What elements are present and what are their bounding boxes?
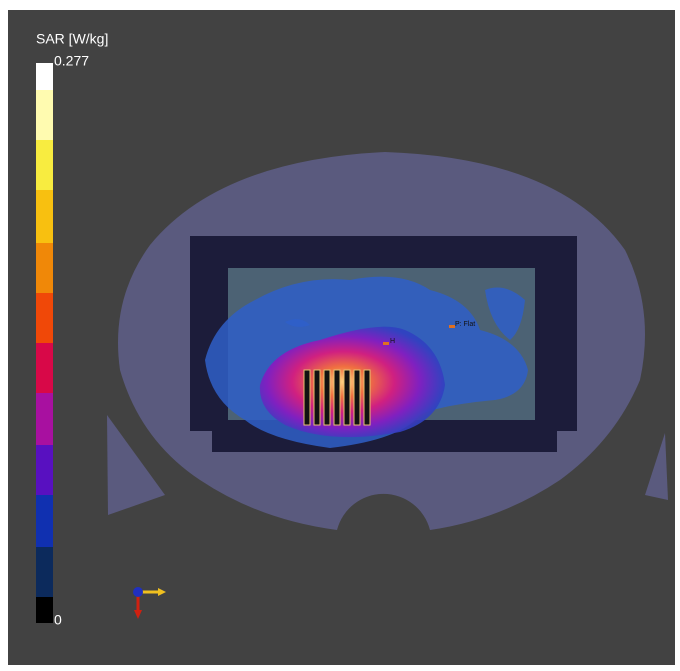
colorbar — [36, 63, 53, 623]
annotation: H — [390, 338, 395, 345]
sar-field — [205, 276, 528, 448]
annotation: P: Flat — [455, 321, 475, 328]
colorbar-max-label: 0.277 — [54, 53, 89, 69]
colorbar-min-label: 0 — [54, 612, 62, 628]
axes-triad — [133, 587, 166, 619]
colorbar-title: SAR [W/kg] — [36, 31, 108, 47]
